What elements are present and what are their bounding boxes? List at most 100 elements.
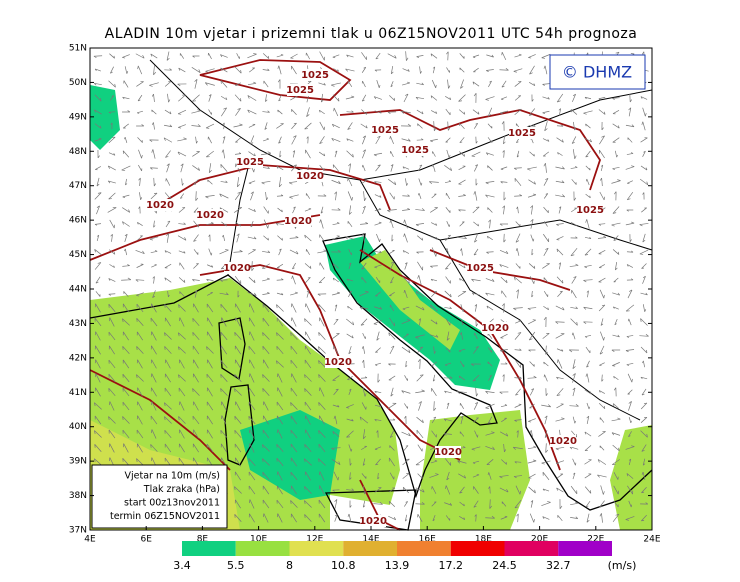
wind-arrow (485, 431, 495, 436)
wind-arrow (346, 110, 354, 113)
wind-arrow (387, 209, 397, 213)
wind-arrow (206, 429, 213, 439)
wind-arrow (485, 194, 495, 198)
wind-arrow (331, 123, 340, 129)
wind-arrow (263, 80, 269, 88)
wind-arrow (611, 417, 621, 422)
wind-arrow (612, 334, 620, 338)
wind-arrow (445, 207, 451, 213)
wind-arrow (123, 80, 129, 88)
lat-label: 42N (69, 353, 87, 363)
wind-arrow (262, 513, 269, 523)
wind-arrow (192, 345, 200, 355)
wind-arrow (543, 193, 549, 199)
wind-arrow (374, 221, 382, 226)
wind-arrow (487, 137, 493, 143)
wind-arrow (430, 110, 438, 114)
wind-arrow (556, 93, 564, 103)
wind-arrow (598, 431, 606, 437)
wind-arrow (278, 248, 282, 256)
isobar (429, 249, 571, 291)
wind-arrow (108, 111, 116, 114)
wind-arrow (261, 263, 271, 269)
wind-arrow (292, 262, 296, 270)
wind-arrow (122, 264, 130, 267)
wind-arrow (363, 191, 367, 201)
isobar-label: 1020 (146, 200, 174, 211)
wind-arrow (473, 248, 479, 256)
wind-arrow (503, 136, 506, 145)
wind-arrow (110, 122, 113, 130)
wind-arrow (444, 165, 453, 171)
wind-arrow (262, 374, 270, 382)
wind-arrow (319, 121, 325, 131)
wind-arrow (640, 376, 648, 380)
wind-arrow (166, 163, 170, 173)
wind-arrow (278, 94, 282, 102)
wind-arrow (486, 459, 494, 466)
wind-arrow (362, 458, 366, 466)
wind-arrow (178, 304, 186, 312)
wind-arrow (109, 219, 115, 229)
wind-arrow (248, 249, 256, 255)
wind-arrow (401, 431, 411, 437)
wind-arrow (390, 164, 394, 172)
wind-arrow (374, 404, 382, 408)
wind-arrow (122, 373, 130, 383)
wind-arrow (432, 374, 436, 382)
wind-arrow (446, 471, 450, 481)
wind-arrow (317, 293, 327, 297)
wind-arrow (291, 135, 297, 145)
wind-arrow (178, 346, 186, 354)
wind-arrow (163, 137, 173, 143)
wind-arrow (164, 387, 172, 397)
wind-arrow (277, 79, 281, 89)
wind-arrow (514, 167, 522, 170)
wind-arrow (459, 501, 465, 507)
wind-arrow (598, 304, 606, 312)
wind-arrow (290, 345, 298, 355)
wind-arrow (389, 219, 394, 229)
wind-arrow (165, 220, 171, 228)
wind-arrow (376, 331, 380, 341)
wind-arrow (207, 179, 213, 185)
wind-arrow (279, 150, 282, 158)
colorbar-swatch (558, 541, 612, 556)
wind-arrow (194, 290, 198, 298)
wind-arrow (474, 430, 479, 438)
wind-arrow (165, 178, 171, 186)
wind-arrow (234, 401, 241, 411)
wind-arrow (360, 318, 368, 326)
wind-arrow (584, 137, 593, 143)
wind-arrow (502, 150, 505, 158)
wind-arrow (150, 359, 157, 369)
wind-arrow (221, 107, 227, 117)
wind-arrow (556, 388, 564, 397)
wind-arrow (276, 292, 284, 296)
wind-arrow (205, 123, 215, 129)
wind-arrow (207, 52, 212, 60)
wind-arrow (263, 206, 269, 214)
wind-arrow (472, 54, 480, 58)
wind-arrow (417, 275, 422, 285)
wind-arrow (432, 515, 436, 522)
wind-arrow (178, 374, 186, 382)
wind-arrow (500, 362, 508, 365)
wind-arrow (136, 387, 143, 397)
wind-arrow (429, 334, 439, 338)
wind-arrow (234, 66, 242, 74)
isobar (199, 264, 461, 461)
wind-arrow (276, 194, 284, 197)
wind-arrow (529, 403, 535, 409)
wind-arrow (612, 110, 620, 115)
wind-arrow (527, 445, 537, 450)
colorbar-swatch (343, 541, 397, 556)
wind-arrow (318, 360, 326, 368)
wind-arrow (346, 138, 354, 142)
wind-arrow (220, 359, 228, 369)
wind-arrow (124, 233, 128, 243)
wind-arrow (572, 472, 576, 480)
wind-arrow (640, 137, 648, 143)
wind-arrow (515, 360, 521, 368)
